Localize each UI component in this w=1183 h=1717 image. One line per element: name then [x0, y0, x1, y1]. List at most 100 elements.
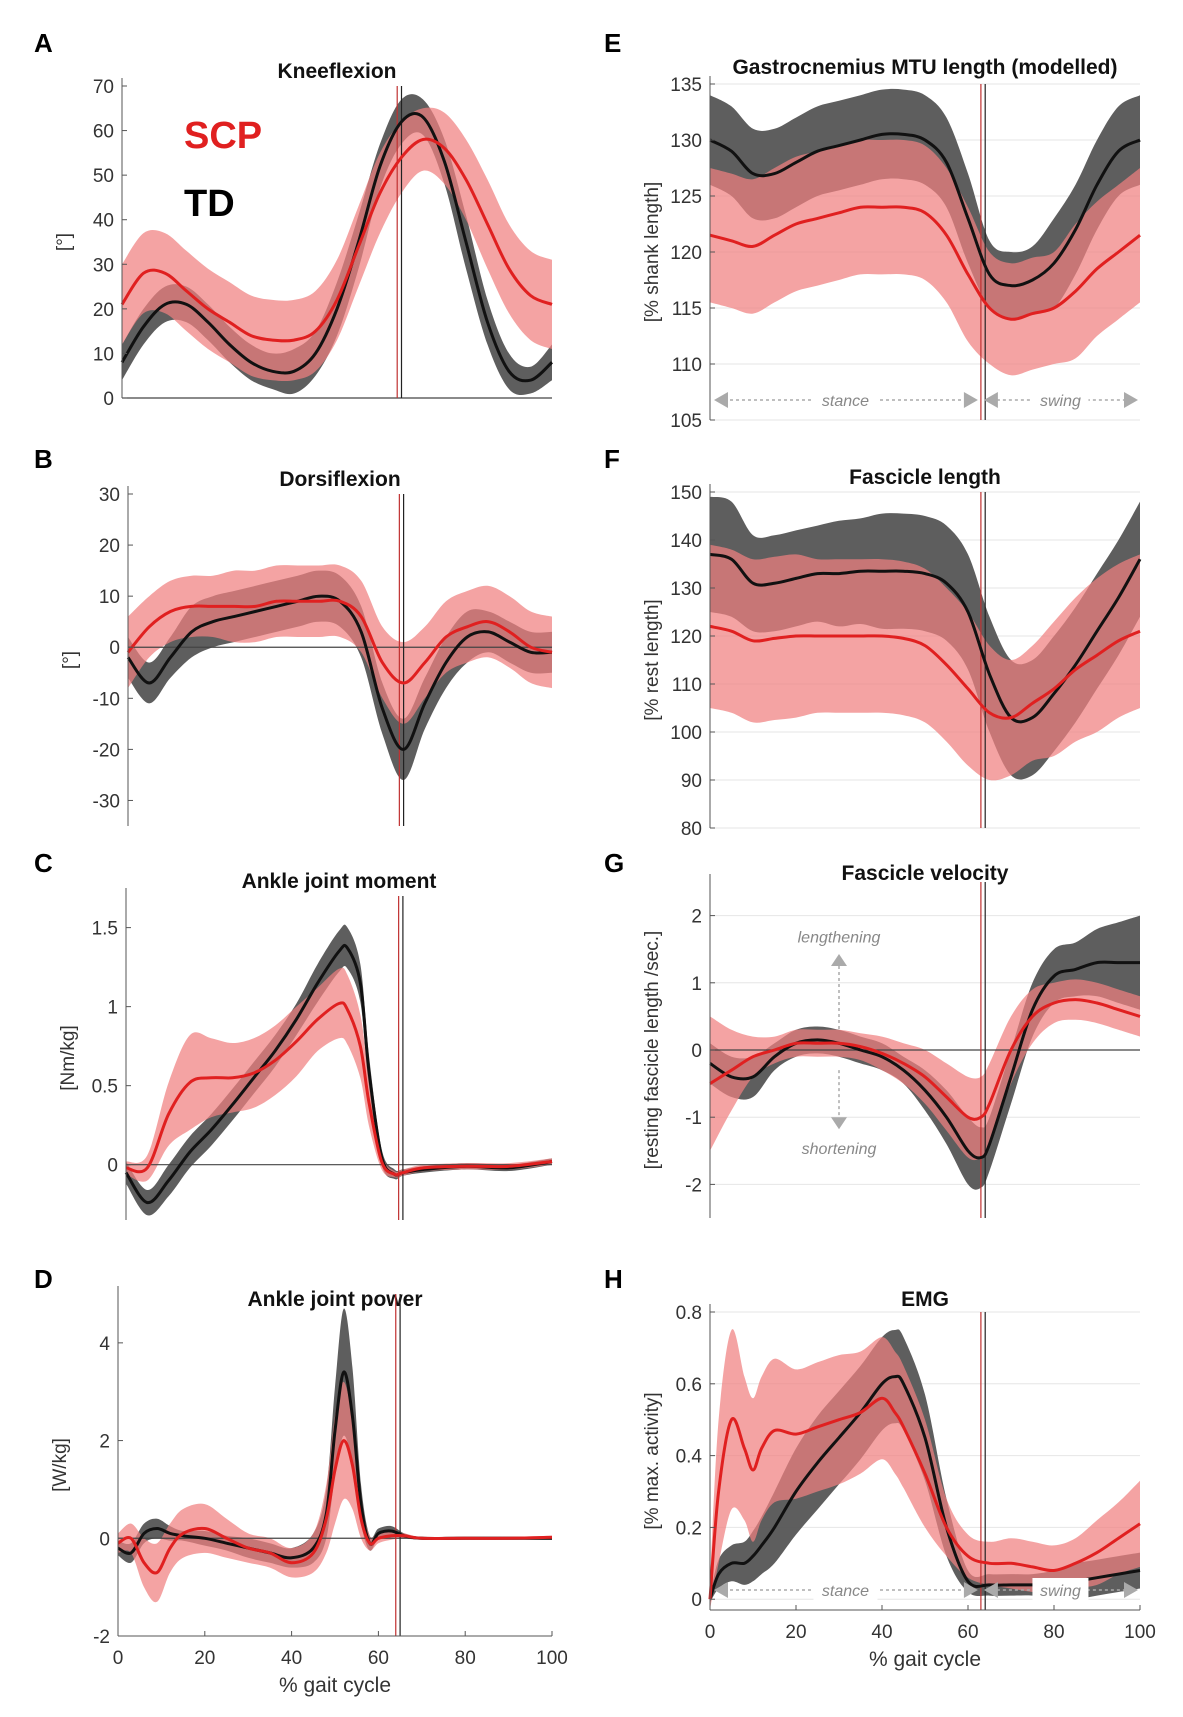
y-axis-label: [% shank length]: [642, 182, 663, 322]
y-tick-label: 105: [670, 411, 702, 432]
arrow-head-icon: [983, 1582, 998, 1598]
y-tick-label: 0: [691, 1590, 702, 1611]
mean-line-td: [120, 112, 554, 383]
y-axis-label: [Nm/kg]: [58, 1025, 79, 1090]
arrow-down-icon: [831, 1117, 847, 1130]
y-axis-label: [W/kg]: [50, 1438, 71, 1492]
x-axis-label: % gait cycle: [279, 1674, 391, 1697]
chart-title: Fascicle length: [849, 466, 1001, 489]
y-tick-label: 2: [691, 907, 702, 928]
y-tick-label: 4: [99, 1334, 110, 1355]
y-tick-label: 115: [672, 299, 702, 320]
panel-letter: D: [34, 1264, 53, 1294]
x-tick-label: 40: [871, 1622, 892, 1643]
x-tick-label: 60: [957, 1622, 978, 1643]
y-tick-label: 20: [93, 300, 114, 321]
mean-line-scp: [126, 598, 553, 685]
y-tick-label: 125: [670, 187, 702, 208]
legend-scp: SCP: [184, 115, 262, 157]
swing-label: swing: [1040, 1583, 1081, 1600]
chart-title: EMG: [901, 1288, 949, 1311]
mean-line-td: [709, 960, 1140, 1160]
y-tick-label: 90: [681, 771, 702, 792]
y-tick-label: 130: [670, 131, 702, 152]
lengthening-label: lengthening: [798, 929, 881, 946]
band-scp: [710, 979, 1140, 1161]
y-tick-label: 20: [99, 536, 120, 557]
y-axis-label: [°]: [60, 651, 81, 669]
chart-title: Kneeflexion: [277, 60, 396, 83]
y-tick-label: 0: [107, 1156, 118, 1177]
x-tick-label: 80: [1043, 1622, 1064, 1643]
y-tick-label: 130: [670, 579, 702, 600]
mean-line-scp: [709, 624, 1141, 720]
panel-letter: H: [604, 1264, 623, 1294]
band-scp: [118, 1381, 552, 1603]
mean-line-scp: [709, 205, 1141, 321]
x-axis-label: % gait cycle: [869, 1648, 981, 1671]
arrow-head-icon: [963, 1582, 978, 1598]
arrow-head-icon: [1124, 1582, 1138, 1598]
chart-title: Ankle joint power: [247, 1288, 422, 1311]
band-td: [126, 924, 552, 1216]
y-tick-label: 135: [670, 75, 702, 96]
y-tick-label: -30: [93, 791, 120, 812]
y-axis-label: [resting fascicle length /sec.]: [642, 931, 663, 1170]
y-tick-label: 0.4: [676, 1447, 703, 1468]
panel-g: G Fascicle velocity -2 -1 0 1 2 [resting fascic…: [604, 848, 1141, 1218]
y-tick-label: -2: [685, 1175, 702, 1196]
stance-label: stance: [822, 393, 869, 410]
y-tick-label: 1.5: [92, 919, 118, 940]
x-tick-label: 40: [281, 1648, 302, 1669]
swing-label: swing: [1040, 393, 1081, 410]
label-bg: [813, 1578, 878, 1600]
y-tick-label: 10: [99, 587, 120, 608]
label-bg: [1032, 1578, 1089, 1600]
band-td: [710, 915, 1140, 1190]
shortening-label: shortening: [802, 1141, 877, 1158]
y-tick-label: 2: [99, 1432, 110, 1453]
y-tick-label: 30: [93, 255, 114, 276]
y-axis-label: [% rest length]: [642, 599, 663, 720]
y-tick-label: 120: [670, 243, 702, 264]
arrow-head-icon: [963, 392, 978, 408]
y-tick-label: 140: [670, 531, 702, 552]
mean-line-td: [709, 132, 1141, 288]
panel-f: F Fascicle length 80 90 100 110 120 130 140 150 [%…: [604, 444, 1142, 840]
band-scp: [122, 107, 552, 382]
x-tick-label: 0: [113, 1648, 124, 1669]
y-tick-label: 50: [93, 166, 114, 187]
chart-title: Ankle joint moment: [242, 870, 437, 893]
y-tick-label: 0.5: [92, 1077, 118, 1098]
y-tick-label: 30: [99, 485, 120, 506]
chart-title: Gastrocnemius MTU length (modelled): [732, 56, 1117, 79]
y-tick-label: 0: [99, 1529, 110, 1550]
y-tick-label: 0.6: [676, 1375, 702, 1396]
y-tick-label: 110: [672, 675, 702, 696]
arrow-head-icon: [1124, 392, 1138, 408]
mean-line-scp: [120, 137, 553, 343]
legend-td: TD: [184, 183, 235, 225]
y-tick-label: 0: [109, 638, 120, 659]
mean-line-scp: [709, 998, 1141, 1121]
y-tick-label: 110: [672, 355, 702, 376]
y-axis-label: [°]: [54, 233, 75, 251]
y-tick-label: 100: [670, 723, 702, 744]
panel-a: A Kneeflexion 0 10 20 30 40 50 60 70 [°] SCP TD: [34, 28, 554, 410]
mean-line-scp: [125, 1001, 553, 1177]
panel-h: H EMG 0 0.2 0.4 0.6 0.8 [% max. activity] 0 20 40 6…: [604, 1264, 1156, 1671]
panel-letter: A: [34, 28, 53, 58]
band-scp: [128, 564, 552, 724]
chart-title: Fascicle velocity: [842, 862, 1009, 885]
y-tick-label: 0.8: [676, 1303, 702, 1324]
x-tick-label: 20: [194, 1648, 215, 1669]
band-scp: [710, 139, 1140, 376]
label-bg: [813, 388, 878, 410]
y-tick-label: 1: [691, 974, 702, 995]
y-tick-label: -10: [93, 689, 120, 710]
y-tick-label: 150: [670, 483, 702, 504]
arrow-head-icon: [714, 392, 728, 408]
panel-b: B Dorsiflexion -30 -20 -10 0 10 20 30 [°]: [34, 444, 553, 826]
x-tick-label: 100: [1124, 1622, 1156, 1643]
